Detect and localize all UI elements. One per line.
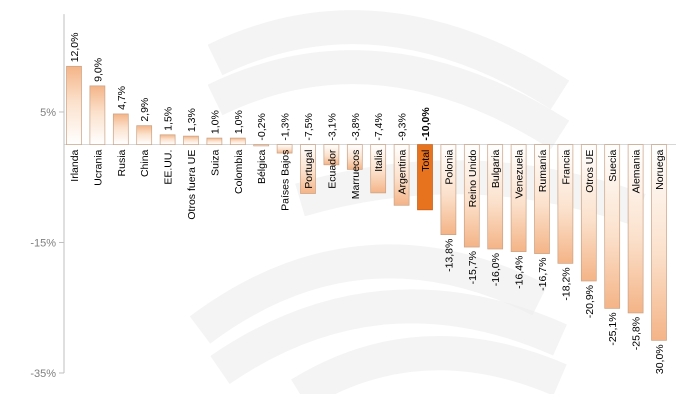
value-label: 4,7% — [116, 86, 128, 110]
value-label: -18,2% — [560, 267, 572, 300]
value-label: -3,1% — [326, 113, 338, 140]
watermark-arc — [291, 336, 567, 399]
bar — [323, 144, 340, 166]
value-label: 1,3% — [186, 108, 198, 132]
y-tick-label: -15% — [30, 237, 56, 249]
category-label: China — [139, 149, 151, 177]
category-label: Bulgaria — [490, 149, 502, 188]
bar — [651, 144, 667, 341]
bar — [627, 144, 644, 314]
category-label: Suiza — [209, 149, 221, 175]
watermark-arc — [207, 50, 570, 150]
category-label: Portugal — [303, 150, 315, 189]
bar — [159, 134, 176, 145]
value-label: -15,7% — [467, 251, 479, 284]
bar — [276, 144, 293, 154]
category-label: Bélgica — [256, 149, 268, 184]
category-label: Rusia — [116, 149, 128, 176]
value-label: -16,4% — [514, 256, 526, 289]
value-label: -16,0% — [490, 253, 502, 286]
value-label: -1,3% — [280, 113, 292, 140]
watermark-logo — [189, 10, 646, 399]
value-label: 1,5% — [163, 107, 175, 131]
category-label: Países Bajos — [280, 150, 292, 211]
value-label: 1,0% — [233, 110, 245, 134]
category-label: Otros UE — [584, 150, 596, 193]
value-label: 2,9% — [139, 98, 151, 122]
bar — [580, 144, 597, 282]
category-label: Ecuador — [326, 149, 338, 189]
category-label: Francia — [560, 149, 572, 184]
category-label: Argentina — [397, 149, 409, 194]
bar — [604, 144, 621, 309]
value-label: 30,0% — [654, 344, 666, 374]
bar — [534, 144, 550, 254]
bar — [66, 65, 82, 145]
bar — [136, 125, 153, 145]
value-label: -25,8% — [631, 317, 643, 350]
y-tick-label: 5% — [40, 107, 56, 119]
bar — [463, 144, 480, 248]
watermark-arc — [189, 244, 548, 344]
category-label: Noruega — [654, 149, 666, 189]
labels: Irlanda 12,0% Ucrania 9,0% Rusia 4,7% China 2,9… — [69, 33, 666, 375]
value-label: -7,5% — [303, 113, 315, 140]
bar — [370, 144, 387, 194]
value-label: 12,0% — [69, 33, 81, 63]
category-label: Colombia — [233, 149, 245, 194]
value-label: -20,9% — [584, 285, 596, 318]
category-label: Total — [420, 150, 432, 172]
watermark-arc — [210, 289, 567, 385]
value-label: 9,0% — [92, 58, 104, 82]
bar — [346, 144, 363, 170]
bar — [417, 144, 433, 211]
category-label: Marruecos — [350, 150, 362, 200]
bar — [183, 135, 199, 145]
value-label: -9,3% — [397, 113, 409, 140]
category-label: Italia — [373, 149, 385, 171]
bar — [89, 85, 106, 145]
category-label: EE.UU. — [163, 150, 175, 185]
category-label: Ucrania — [92, 149, 104, 185]
bar — [206, 137, 223, 145]
bar — [229, 137, 246, 145]
bar — [440, 144, 457, 235]
bars — [66, 65, 667, 341]
bar — [487, 144, 504, 250]
y-tick-label: -35% — [30, 368, 56, 380]
bar — [510, 144, 527, 252]
bar — [300, 144, 316, 194]
y-axis: 5% -15% -35% — [30, 14, 676, 380]
category-label: Otros fuera UE — [186, 150, 198, 220]
bar — [253, 144, 270, 147]
category-label: Suecia — [607, 149, 619, 181]
category-label: Irlanda — [69, 149, 81, 181]
value-label: -3,8% — [350, 113, 362, 140]
value-label: 1,0% — [209, 110, 221, 134]
category-label: Alemania — [631, 149, 643, 193]
bar — [112, 113, 129, 145]
category-label: Reino Unido — [467, 149, 479, 207]
value-label: -16,7% — [537, 258, 549, 291]
bar — [557, 144, 574, 264]
bar — [393, 144, 410, 206]
category-label: Polonia — [443, 149, 455, 184]
category-label: Venezuela — [514, 149, 526, 198]
value-label: -13,8% — [443, 239, 455, 272]
category-label: Rumanía — [537, 149, 549, 192]
watermark-arc — [207, 10, 570, 110]
value-label: -25,1% — [607, 312, 619, 345]
value-label: -10,0% — [420, 107, 432, 141]
value-label: -7,4% — [373, 113, 385, 140]
value-label: -0,2% — [256, 113, 268, 140]
